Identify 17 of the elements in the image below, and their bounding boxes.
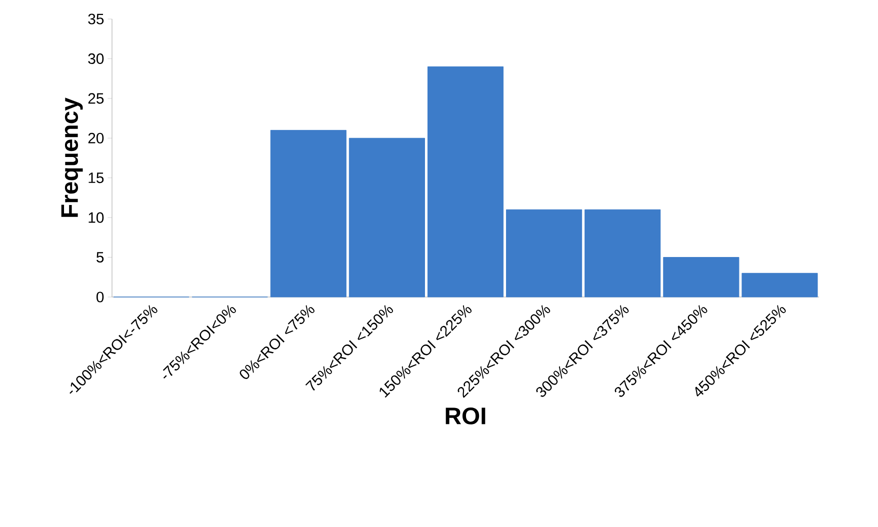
x-axis-title: ROI <box>446 407 486 424</box>
y-tick-label: 15 <box>88 172 104 184</box>
y-tick-label: 5 <box>96 252 104 262</box>
bar <box>506 209 582 298</box>
y-tick-label: 35 <box>88 14 104 24</box>
y-axis-title: Frequency <box>61 98 83 217</box>
bar <box>742 272 818 298</box>
y-tick-label: 25 <box>88 93 104 104</box>
bar <box>584 209 661 298</box>
bar <box>348 138 425 298</box>
y-tick-label: 20 <box>88 132 104 144</box>
bar <box>270 130 346 298</box>
bar <box>663 257 740 298</box>
y-tick-label: 30 <box>88 53 104 64</box>
y-tick-label: 0 <box>96 292 104 302</box>
y-tick-label: 10 <box>88 212 104 223</box>
bar <box>427 66 504 298</box>
